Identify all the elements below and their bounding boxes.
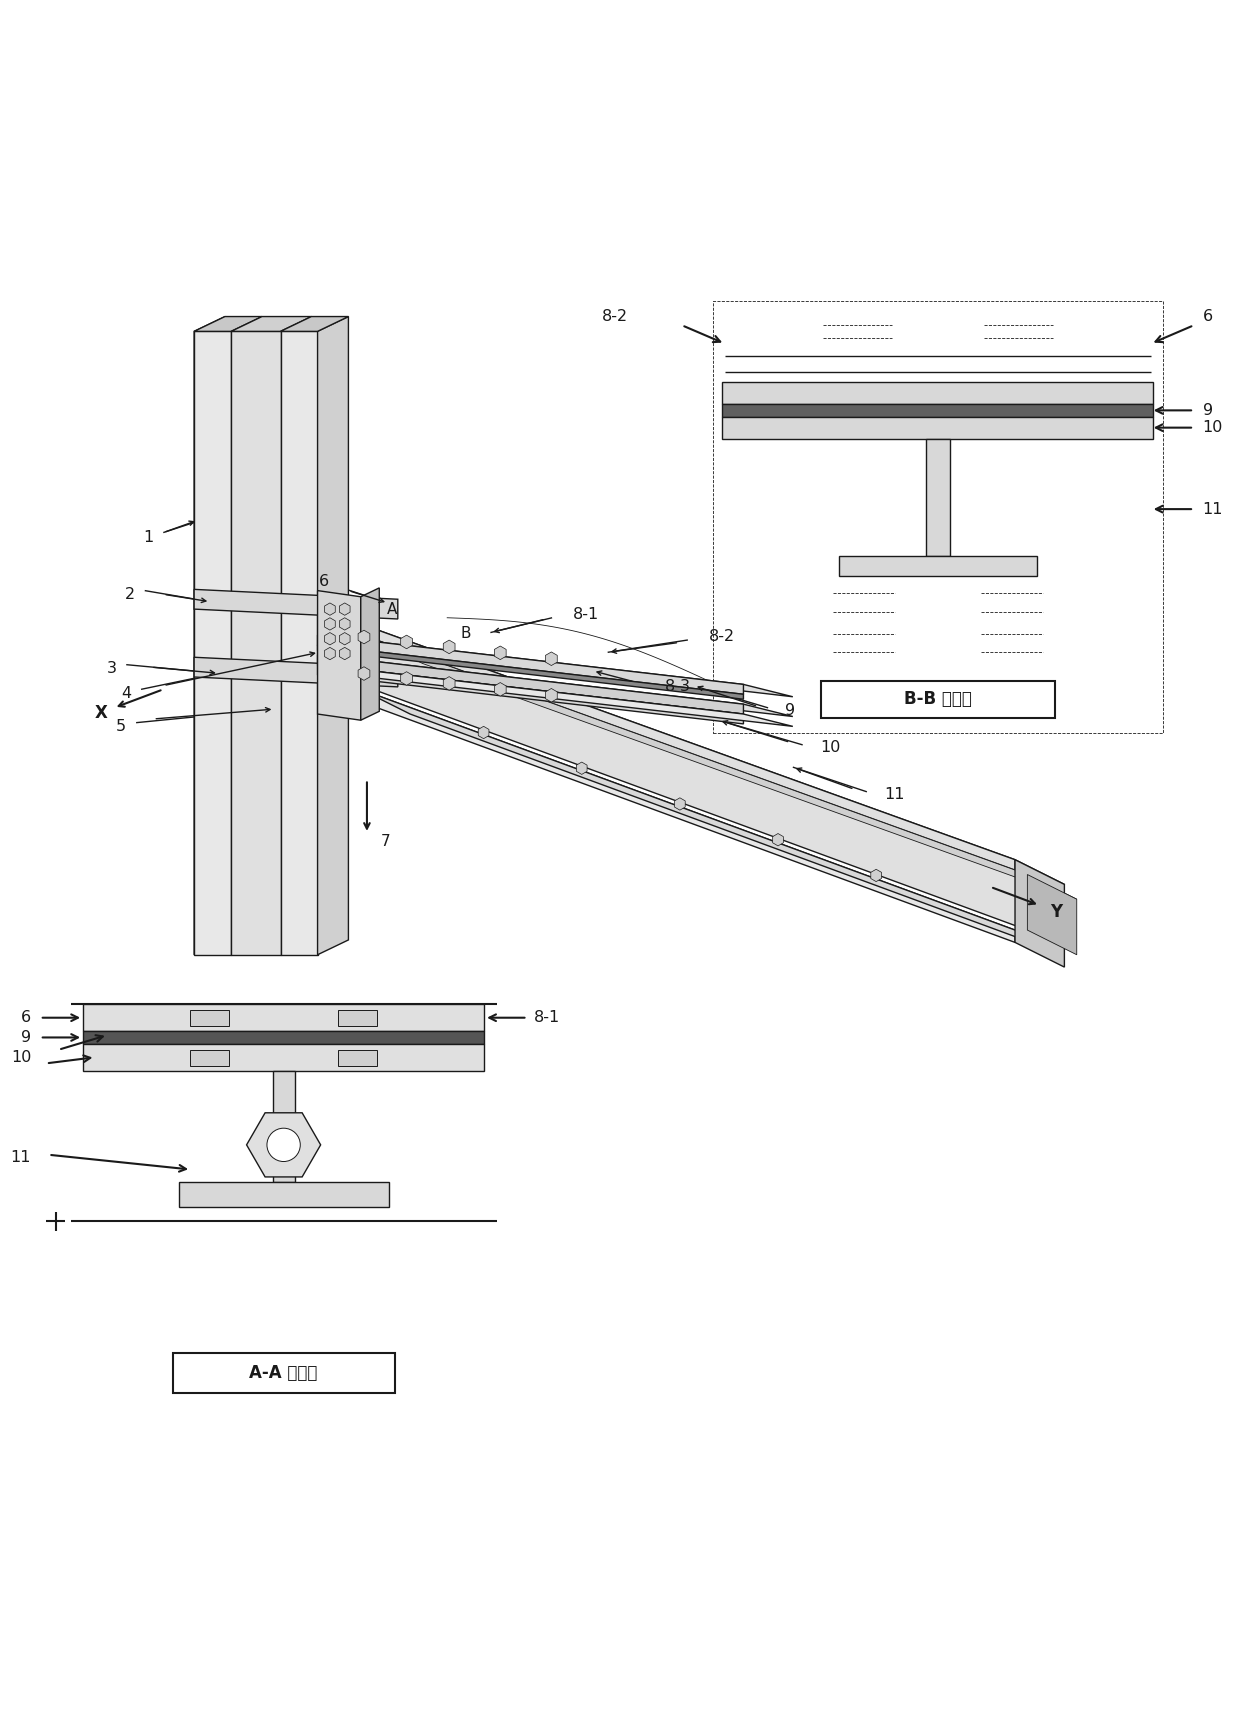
Polygon shape xyxy=(195,317,224,955)
Polygon shape xyxy=(401,671,413,685)
Polygon shape xyxy=(325,618,335,630)
Text: 10: 10 xyxy=(820,740,841,755)
Polygon shape xyxy=(361,623,1064,885)
Polygon shape xyxy=(361,623,1016,875)
Polygon shape xyxy=(280,332,317,955)
Polygon shape xyxy=(1028,875,1076,955)
Polygon shape xyxy=(317,635,792,697)
Polygon shape xyxy=(231,317,311,332)
Polygon shape xyxy=(773,834,784,846)
Text: Y: Y xyxy=(1050,902,1061,921)
Polygon shape xyxy=(479,726,489,738)
Text: 1: 1 xyxy=(144,531,154,544)
Bar xyxy=(83,1031,484,1044)
Text: 11: 11 xyxy=(11,1150,31,1164)
Polygon shape xyxy=(443,676,455,690)
Polygon shape xyxy=(675,798,686,810)
Polygon shape xyxy=(340,603,350,615)
Polygon shape xyxy=(373,639,1076,899)
Bar xyxy=(821,681,1055,717)
Polygon shape xyxy=(195,589,398,620)
Bar xyxy=(723,382,1153,404)
Text: 9: 9 xyxy=(1203,402,1213,418)
Polygon shape xyxy=(247,1113,321,1176)
Text: 5: 5 xyxy=(117,719,126,734)
Polygon shape xyxy=(340,618,350,630)
Text: 2: 2 xyxy=(125,587,135,603)
Bar xyxy=(839,556,1037,575)
Text: 9: 9 xyxy=(21,1031,31,1044)
Polygon shape xyxy=(358,630,370,644)
Polygon shape xyxy=(495,683,506,697)
Polygon shape xyxy=(495,645,506,659)
Bar xyxy=(190,1010,229,1027)
Bar xyxy=(83,1005,484,1031)
Circle shape xyxy=(267,1128,300,1161)
Polygon shape xyxy=(401,635,413,649)
Polygon shape xyxy=(358,666,370,680)
Text: 8-1: 8-1 xyxy=(533,1010,559,1025)
Bar xyxy=(925,438,950,556)
Bar xyxy=(723,416,1153,438)
Bar xyxy=(713,301,1163,733)
Text: 6: 6 xyxy=(319,575,329,589)
Polygon shape xyxy=(340,647,350,659)
Polygon shape xyxy=(361,587,379,721)
Polygon shape xyxy=(325,603,335,615)
Polygon shape xyxy=(443,640,455,654)
Text: 8-2: 8-2 xyxy=(709,628,735,644)
Text: A: A xyxy=(387,601,397,616)
Bar xyxy=(190,1049,229,1067)
Polygon shape xyxy=(546,652,557,666)
Polygon shape xyxy=(317,664,744,724)
Text: 3: 3 xyxy=(107,661,117,676)
Polygon shape xyxy=(195,657,398,687)
Bar xyxy=(83,1044,484,1070)
Text: 8-3: 8-3 xyxy=(665,680,691,695)
Polygon shape xyxy=(195,317,262,332)
Text: 8-1: 8-1 xyxy=(573,606,599,621)
Polygon shape xyxy=(231,332,280,955)
Bar xyxy=(172,1354,394,1394)
Text: B: B xyxy=(460,627,471,642)
Polygon shape xyxy=(870,870,882,882)
Text: A-A 剖面图: A-A 剖面图 xyxy=(249,1364,317,1382)
Text: 11: 11 xyxy=(884,788,905,801)
Polygon shape xyxy=(361,690,1064,955)
Polygon shape xyxy=(1016,859,1064,967)
Bar xyxy=(179,1181,388,1207)
Text: 11: 11 xyxy=(1203,502,1223,517)
Text: 8-2: 8-2 xyxy=(601,310,627,324)
Polygon shape xyxy=(373,639,1028,930)
Polygon shape xyxy=(317,664,792,726)
Polygon shape xyxy=(317,635,744,695)
Polygon shape xyxy=(340,632,350,645)
Text: 4: 4 xyxy=(122,685,131,700)
Polygon shape xyxy=(317,654,744,714)
Text: 6: 6 xyxy=(21,1010,31,1025)
Polygon shape xyxy=(317,591,361,721)
Polygon shape xyxy=(317,645,744,698)
Text: 9: 9 xyxy=(785,704,796,717)
Bar xyxy=(723,404,1153,416)
Polygon shape xyxy=(325,632,335,645)
Text: 10: 10 xyxy=(11,1049,31,1065)
Polygon shape xyxy=(195,332,231,955)
Polygon shape xyxy=(280,317,348,332)
Text: 7: 7 xyxy=(381,834,391,849)
Polygon shape xyxy=(317,654,792,717)
Bar xyxy=(273,1070,295,1181)
Text: X: X xyxy=(95,704,108,722)
Polygon shape xyxy=(577,762,587,774)
Text: 10: 10 xyxy=(1203,419,1223,435)
Polygon shape xyxy=(546,688,557,702)
Text: B-B 剖面图: B-B 剖面图 xyxy=(904,690,972,709)
Polygon shape xyxy=(361,690,1016,942)
Bar xyxy=(339,1010,377,1027)
Bar xyxy=(339,1049,377,1067)
Polygon shape xyxy=(317,317,348,955)
Text: 6: 6 xyxy=(1203,310,1213,324)
Polygon shape xyxy=(325,647,335,659)
